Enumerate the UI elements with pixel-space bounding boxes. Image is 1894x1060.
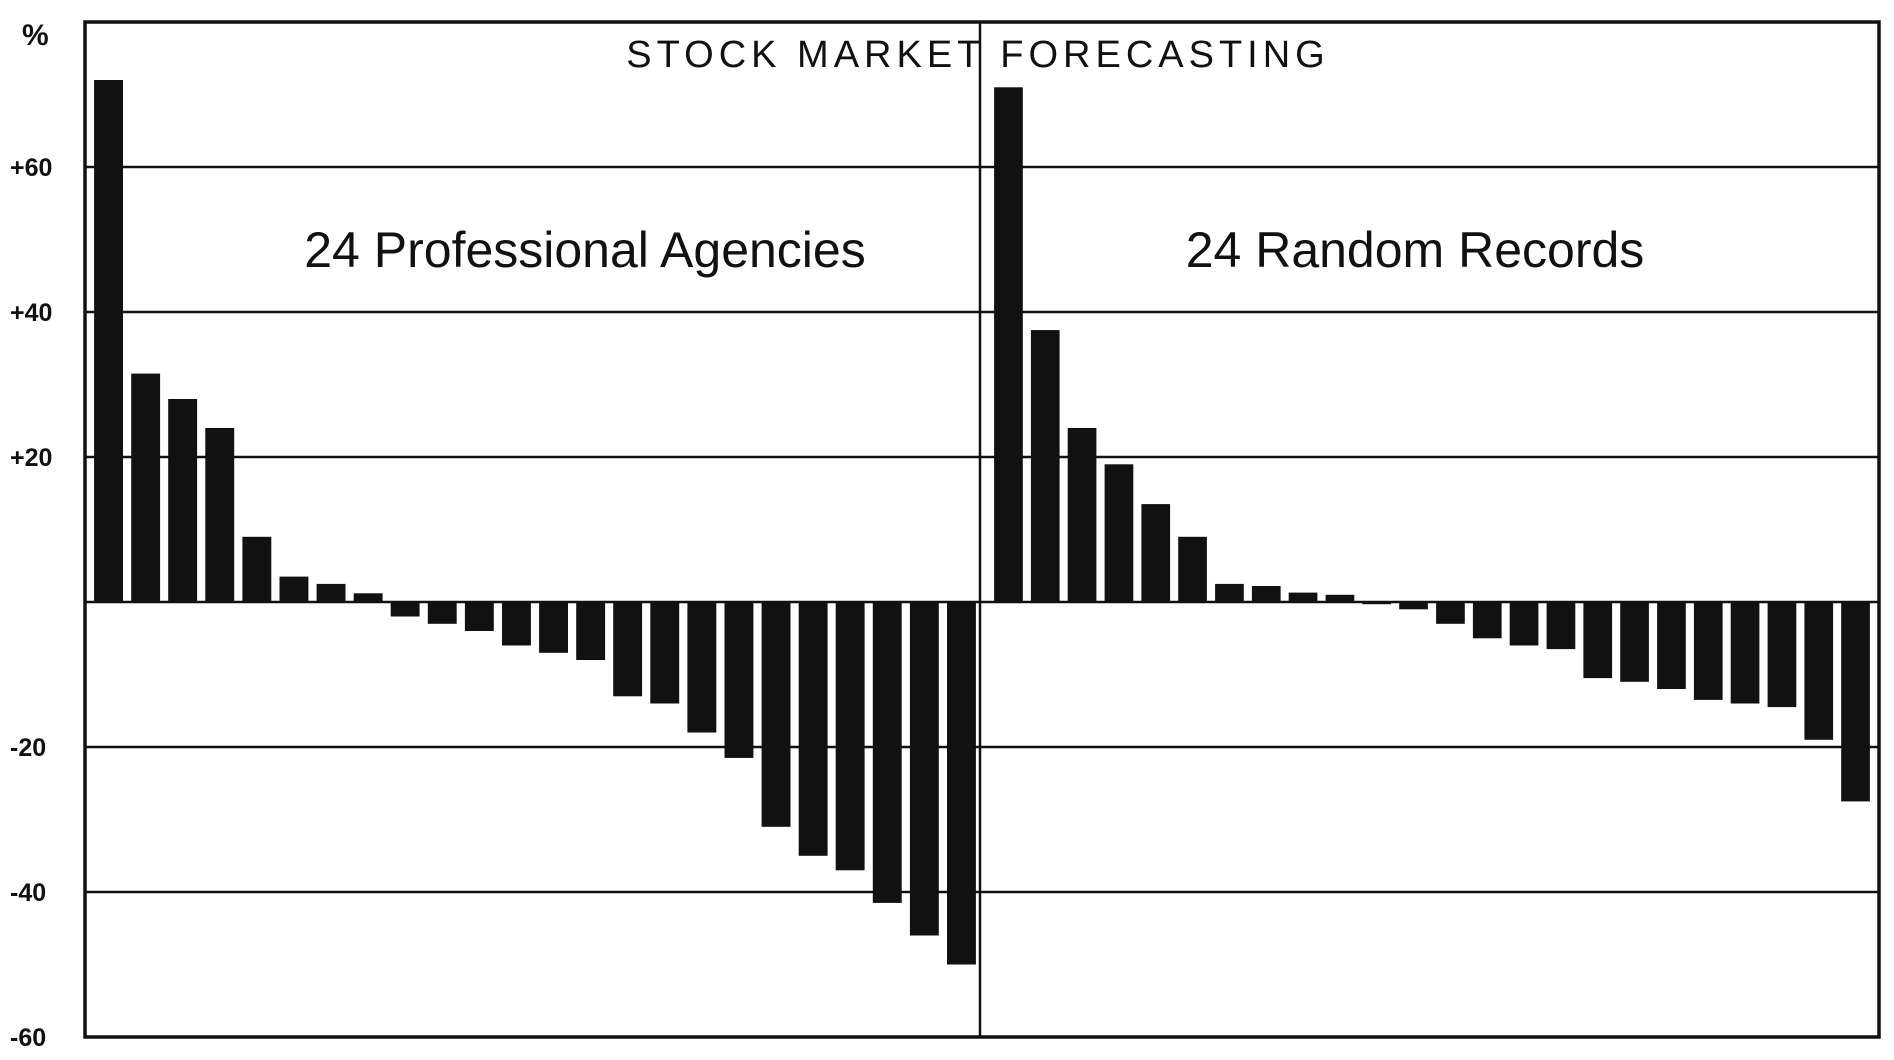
bar-professional-agencies-8 [353,593,383,602]
bar-professional-agencies-20 [798,602,828,856]
y-axis-unit-label: % [22,19,49,52]
bar-professional-agencies-19 [761,602,791,827]
y-tick-labels: +60 +40 +20 -20 -40 -60 [10,154,52,1052]
bar-professional-agencies-6 [279,576,309,602]
bar-random-records-10 [1325,594,1355,603]
bar-professional-agencies-2 [131,373,161,602]
plot-frame [83,20,1881,1039]
bar-random-records-13 [1436,602,1465,624]
bar-professional-agencies-18 [724,602,754,758]
y-tick-label: -20 [10,734,46,762]
bar-random-records-1 [994,87,1023,603]
bar-random-records-12 [1399,602,1428,610]
bar-professional-agencies-3 [168,399,198,602]
bar-professional-agencies-12 [502,602,531,646]
bar-professional-agencies-7 [316,583,346,602]
y-tick-label: +20 [10,444,52,472]
bar-professional-agencies-1 [94,80,123,602]
bar-random-records-20 [1693,602,1723,700]
bar-professional-agencies-5 [242,536,272,603]
bar-professional-agencies-22 [872,602,902,903]
panel-label-random-records: 24 Random Records [1186,222,1645,278]
bar-professional-agencies-17 [687,602,717,733]
y-tick-label: +60 [10,154,52,182]
bar-random-records-16 [1546,602,1576,650]
bar-professional-agencies-16 [650,602,680,704]
y-tick-label: -60 [10,1024,46,1052]
bar-professional-agencies-15 [613,602,643,697]
chart-title: STOCK MARKET FORECASTING [626,34,1329,76]
bar-random-records-5 [1141,504,1171,602]
bar-random-records-8 [1251,586,1281,602]
bar-professional-agencies-9 [390,602,420,617]
bar-random-records-18 [1620,602,1649,682]
bar-random-records-7 [1215,583,1244,602]
bar-professional-agencies-24 [947,602,976,965]
bar-professional-agencies-14 [576,602,606,660]
bar-random-records-6 [1178,536,1207,603]
bar-professional-agencies-13 [539,602,568,653]
bar-random-records-22 [1767,602,1797,708]
bar-random-records-17 [1583,602,1613,679]
bar-random-records-19 [1657,602,1686,689]
bar-professional-agencies-23 [909,602,939,936]
bar-random-records-14 [1472,602,1502,639]
bar-random-records-11 [1362,602,1392,605]
bar-random-records-15 [1509,602,1539,646]
bar-professional-agencies-21 [835,602,865,871]
y-tick-label: +40 [10,299,52,327]
bar-professional-agencies-10 [427,602,457,624]
bar-random-records-24 [1841,602,1870,802]
bar-random-records-2 [1030,330,1060,602]
bar-random-records-21 [1730,602,1760,704]
grid-lines [85,165,1879,894]
bar-random-records-9 [1288,592,1318,602]
bar-professional-agencies-11 [464,602,494,631]
bar-random-records-23 [1804,602,1834,740]
y-tick-label: -40 [10,879,46,907]
chart-frame [83,20,1881,1039]
bar-professional-agencies-4 [205,428,235,602]
bars [94,80,1870,965]
bar-random-records-3 [1067,428,1097,602]
panel-label-professional-agencies: 24 Professional Agencies [304,222,865,278]
bar-random-records-4 [1104,464,1134,603]
